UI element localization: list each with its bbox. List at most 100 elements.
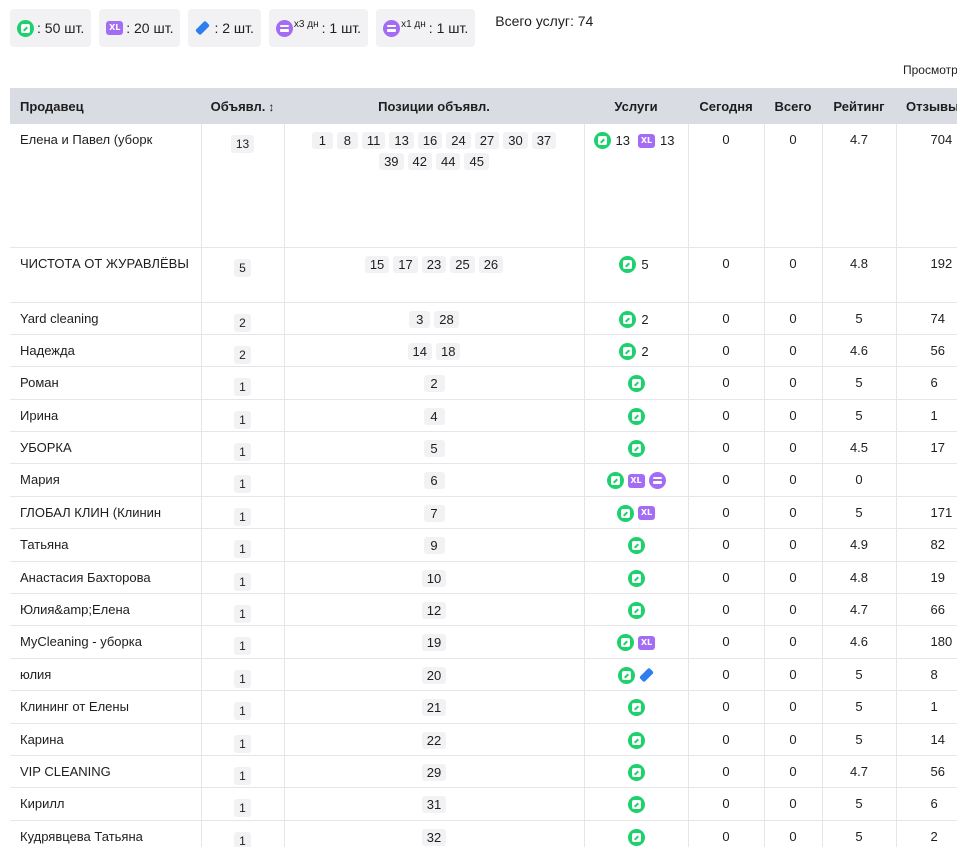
table-row[interactable]: MyCleaning - уборка 1 19 XL 0 0 4.6 180 (10, 625, 957, 659)
position-badge: 27 (474, 132, 500, 149)
position-badge: 45 (464, 153, 489, 170)
rating-value: 4.8 (822, 247, 897, 303)
header-rating: Рейтинг (822, 88, 896, 124)
ads-cell: 1 (201, 755, 285, 789)
positions-list: 4 (285, 407, 584, 425)
total-views: 0 (764, 431, 823, 465)
table-row[interactable]: Ирина 1 4 0 0 5 1 (10, 399, 957, 433)
rating-value: 5 (822, 399, 897, 433)
rating-value: 5 (822, 658, 897, 692)
position-badge: 29 (421, 763, 447, 781)
seller-name[interactable]: УБОРКА (10, 431, 202, 465)
table-row[interactable]: УБОРКА 1 5 0 0 4.5 17 (10, 431, 957, 465)
seller-name[interactable]: Мария (10, 463, 202, 497)
seller-name[interactable]: Кирилл (10, 787, 202, 821)
boost-icon (627, 602, 645, 620)
today-views: 0 (688, 334, 765, 368)
services-list (585, 602, 688, 620)
position-badge: 15 (364, 255, 390, 273)
position-badge: 31 (421, 796, 447, 814)
table-row[interactable]: Кирилл 1 31 0 0 5 6 (10, 787, 957, 821)
table-row[interactable]: Клининг от Елены 1 21 0 0 5 1 (10, 690, 957, 724)
highlight-icon (195, 20, 211, 36)
sort-icon[interactable]: ↕ (268, 99, 275, 114)
summary-total: Всего услуг: 74 (495, 13, 594, 29)
seller-name[interactable]: юлия (10, 658, 202, 692)
position-badge: 6 (423, 472, 445, 490)
rating-value: 4.6 (822, 334, 897, 368)
today-views: 0 (688, 658, 765, 692)
positions-cell: 12 (284, 593, 585, 627)
seller-name[interactable]: Надежда (10, 334, 202, 368)
seller-name[interactable]: MyCleaning - уборка (10, 625, 202, 659)
services-list (585, 763, 688, 781)
table-row[interactable]: юлия 1 20 0 0 5 8 (10, 658, 957, 692)
seller-name[interactable]: ЧИСТОТА ОТ ЖУРАВЛЁВЫ (10, 247, 202, 303)
seller-name[interactable]: Карина (10, 723, 202, 756)
ads-cell: 1 (201, 787, 285, 821)
seller-name[interactable]: Ирина (10, 399, 202, 433)
total-views: 0 (764, 247, 823, 303)
positions-cell: 21 (284, 690, 585, 724)
total-views: 0 (764, 723, 823, 756)
today-views: 0 (688, 528, 765, 562)
ads-cell: 1 (201, 625, 285, 659)
position-badge: 14 (407, 342, 432, 360)
summary-up3-count: 1 шт. (329, 20, 362, 36)
table-row[interactable]: Анастасия Бахторова 1 10 0 0 4.8 19 (10, 561, 957, 595)
table-row[interactable]: Мария 1 6 XL 0 0 0 (10, 463, 957, 497)
views-link[interactable]: Просмотры (903, 63, 957, 77)
services-cell (584, 755, 689, 789)
boost-icon (17, 19, 34, 37)
total-views: 0 (764, 399, 823, 433)
today-views: 0 (688, 787, 765, 821)
positions-list: 9 (285, 537, 584, 555)
seller-name[interactable]: Yard cleaning (10, 302, 202, 335)
seller-name[interactable]: ГЛОБАЛ КЛИН (Клинин (10, 496, 202, 530)
services-list (585, 537, 688, 555)
xl-icon: XL (638, 506, 655, 521)
header-ads-sortable[interactable]: Объявл. ↕ (201, 88, 284, 124)
position-badge: 19 (421, 634, 447, 652)
seller-name[interactable]: VIP CLEANING (10, 755, 202, 789)
position-badge: 23 (421, 255, 447, 273)
today-views: 0 (688, 820, 765, 847)
table-row[interactable]: Карина 1 22 0 0 5 14 (10, 723, 957, 756)
table-row[interactable]: Роман 1 2 0 0 5 6 (10, 366, 957, 400)
seller-name[interactable]: Юлия&amp;Елена (10, 593, 202, 627)
table-row[interactable]: Кудрявцева Татьяна 1 32 0 0 5 2 (10, 820, 957, 847)
services-list (585, 796, 688, 814)
services-cell (584, 593, 689, 627)
table-row[interactable]: ЧИСТОТА ОТ ЖУРАВЛЁВЫ 5 15 17 23 25 26 5 0 0 4.8 192 (10, 247, 957, 303)
ads-cell: 1 (201, 658, 285, 692)
positions-cell: 6 (284, 463, 585, 497)
rating-value: 5 (822, 496, 897, 530)
table-row[interactable]: ГЛОБАЛ КЛИН (Клинин 1 7 XL 0 0 5 171 (10, 496, 957, 530)
seller-name[interactable]: Татьяна (10, 528, 202, 562)
positions-list: 1 8 11 13 16 24 27 30 37 39 42 44 45 (285, 132, 584, 170)
table-row[interactable]: Елена и Павел (уборк 13 1 8 11 13 16 24 27 30 37 39… (10, 124, 957, 248)
boost-icon (627, 796, 645, 814)
boost-icon (619, 310, 637, 328)
table-row[interactable]: VIP CLEANING 1 29 0 0 4.7 56 (10, 755, 957, 789)
summary-up3-mult: x3 дн (293, 18, 319, 30)
positions-list: 12 (285, 602, 584, 620)
seller-name[interactable]: Роман (10, 366, 202, 400)
services-list (585, 666, 688, 684)
services-list (585, 407, 688, 425)
rating-value: 4.7 (822, 755, 897, 789)
table-row[interactable]: Татьяна 1 9 0 0 4.9 82 (10, 528, 957, 562)
services-cell (584, 366, 689, 400)
positions-list: 6 (285, 472, 584, 490)
reviews-count: 56 (896, 755, 957, 789)
seller-name[interactable]: Анастасия Бахторова (10, 561, 202, 595)
today-views: 0 (688, 431, 765, 465)
sellers-table-container: Продавец Объявл. ↕ Позиции объявл. Услуги… (10, 88, 957, 847)
table-row[interactable]: Юлия&amp;Елена 1 12 0 0 4.7 66 (10, 593, 957, 627)
seller-name[interactable]: Кудрявцева Татьяна (10, 820, 202, 847)
seller-name[interactable]: Елена и Павел (уборк (10, 124, 202, 248)
table-row[interactable]: Yard cleaning 2 3 28 2 0 0 5 74 (10, 302, 957, 335)
table-row[interactable]: Надежда 2 14 18 2 0 0 4.6 56 (10, 334, 957, 368)
seller-name[interactable]: Клининг от Елены (10, 690, 202, 724)
reviews-count: 66 (896, 593, 957, 627)
